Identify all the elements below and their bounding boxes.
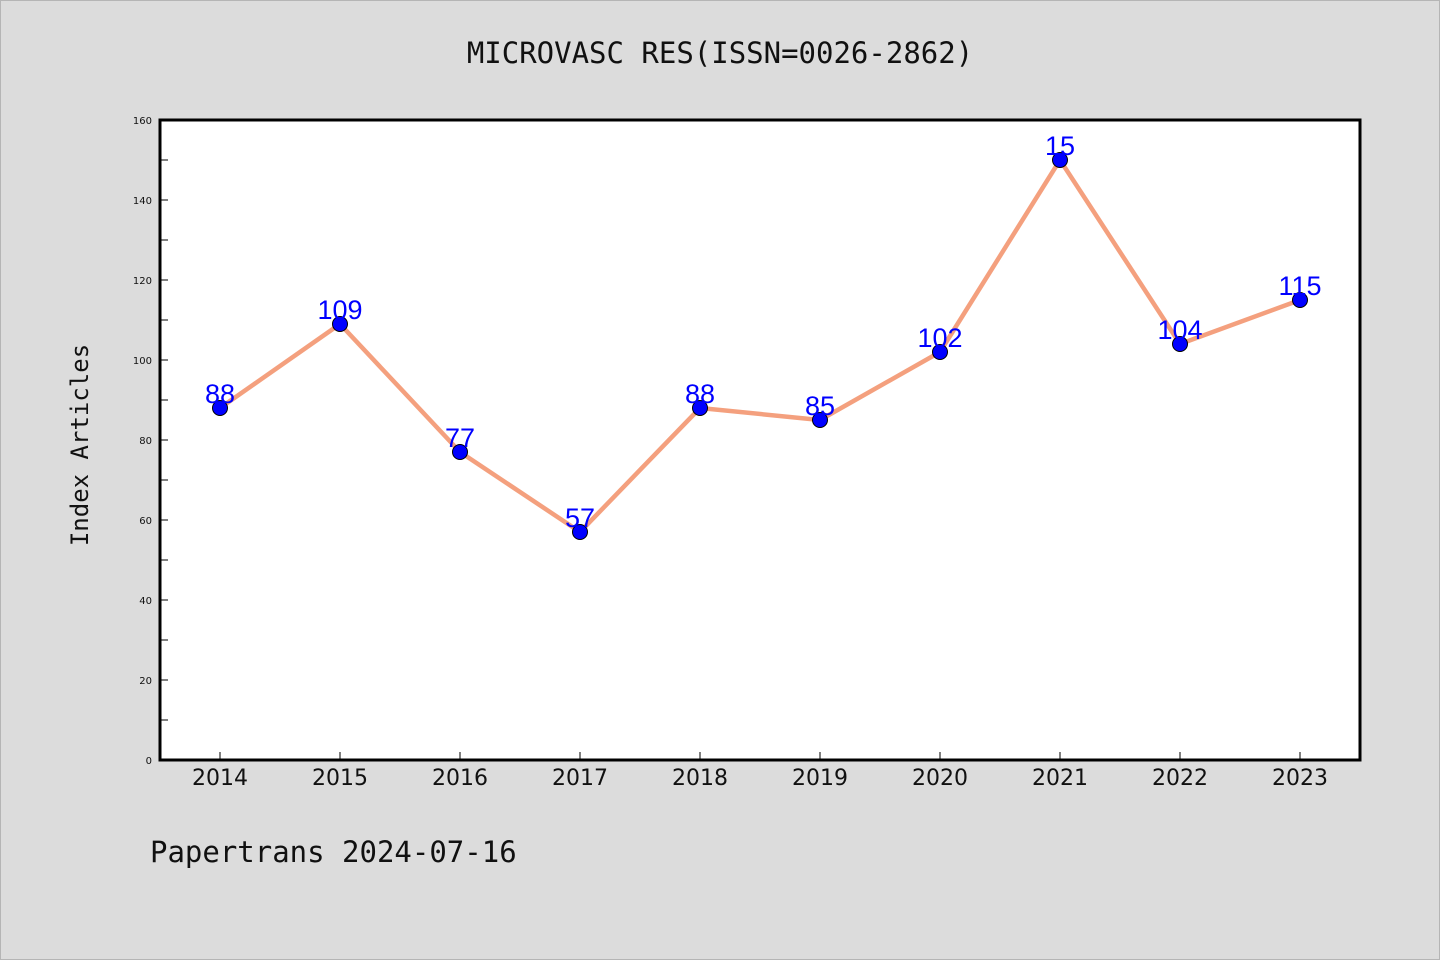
- y-axis-ticks: 0 20 40 60 80 100 120 140 160: [133, 116, 168, 767]
- data-point: [332, 316, 348, 332]
- y-tick-label: 40: [139, 596, 152, 607]
- data-label: 77: [445, 423, 475, 453]
- data-point: [1052, 152, 1068, 168]
- data-point: [572, 524, 588, 540]
- y-tick-label: 160: [133, 116, 152, 127]
- footer-note: Papertrans 2024-07-16: [150, 835, 517, 869]
- y-tick-label: 0: [146, 756, 152, 767]
- data-point: [1292, 292, 1308, 308]
- data-point: [692, 400, 708, 416]
- data-label: 102: [917, 323, 962, 353]
- data-label: 85: [805, 391, 835, 421]
- y-tick-label: 140: [133, 196, 152, 207]
- x-tick-label: 2017: [552, 766, 608, 791]
- y-tick-label: 80: [139, 436, 152, 447]
- x-tick-label: 2020: [912, 766, 968, 791]
- data-label: 109: [317, 295, 362, 325]
- data-label: 57: [565, 503, 595, 533]
- x-tick-label: 2018: [672, 766, 728, 791]
- series-line: [218, 157, 1301, 535]
- x-tick-label: 2016: [432, 766, 488, 791]
- y-tick-label: 120: [133, 276, 152, 287]
- data-label: 115: [1278, 271, 1321, 301]
- y-tick-label: 20: [139, 676, 152, 687]
- data-point: [1172, 336, 1188, 352]
- chart-title: MICROVASC RES(ISSN=0026-2862): [466, 36, 974, 70]
- x-tick-label: 2022: [1152, 766, 1208, 791]
- x-tick-label: 2015: [312, 766, 368, 791]
- x-tick-label: 2019: [792, 766, 848, 791]
- data-label: 88: [205, 379, 235, 409]
- series-articles: 88 109 77 57 88 85 102 15 104 115: [205, 131, 1322, 540]
- x-axis-ticks: 2014 2015 2016 2017 2018 2019 2020 2021 2022 2023: [192, 752, 1328, 791]
- x-tick-label: 2021: [1032, 766, 1088, 791]
- y-tick-label: 60: [139, 516, 152, 527]
- data-point: [812, 412, 828, 428]
- y-tick-label: 100: [133, 356, 152, 367]
- x-tick-label: 2023: [1272, 766, 1328, 791]
- data-label: 104: [1157, 315, 1202, 345]
- data-point: [452, 444, 468, 460]
- x-tick-label: 2014: [192, 766, 248, 791]
- data-point: [212, 400, 228, 416]
- plot-area: [158, 118, 1362, 762]
- data-point: [932, 344, 948, 360]
- data-label: 15: [1045, 131, 1075, 161]
- data-label: 88: [685, 379, 715, 409]
